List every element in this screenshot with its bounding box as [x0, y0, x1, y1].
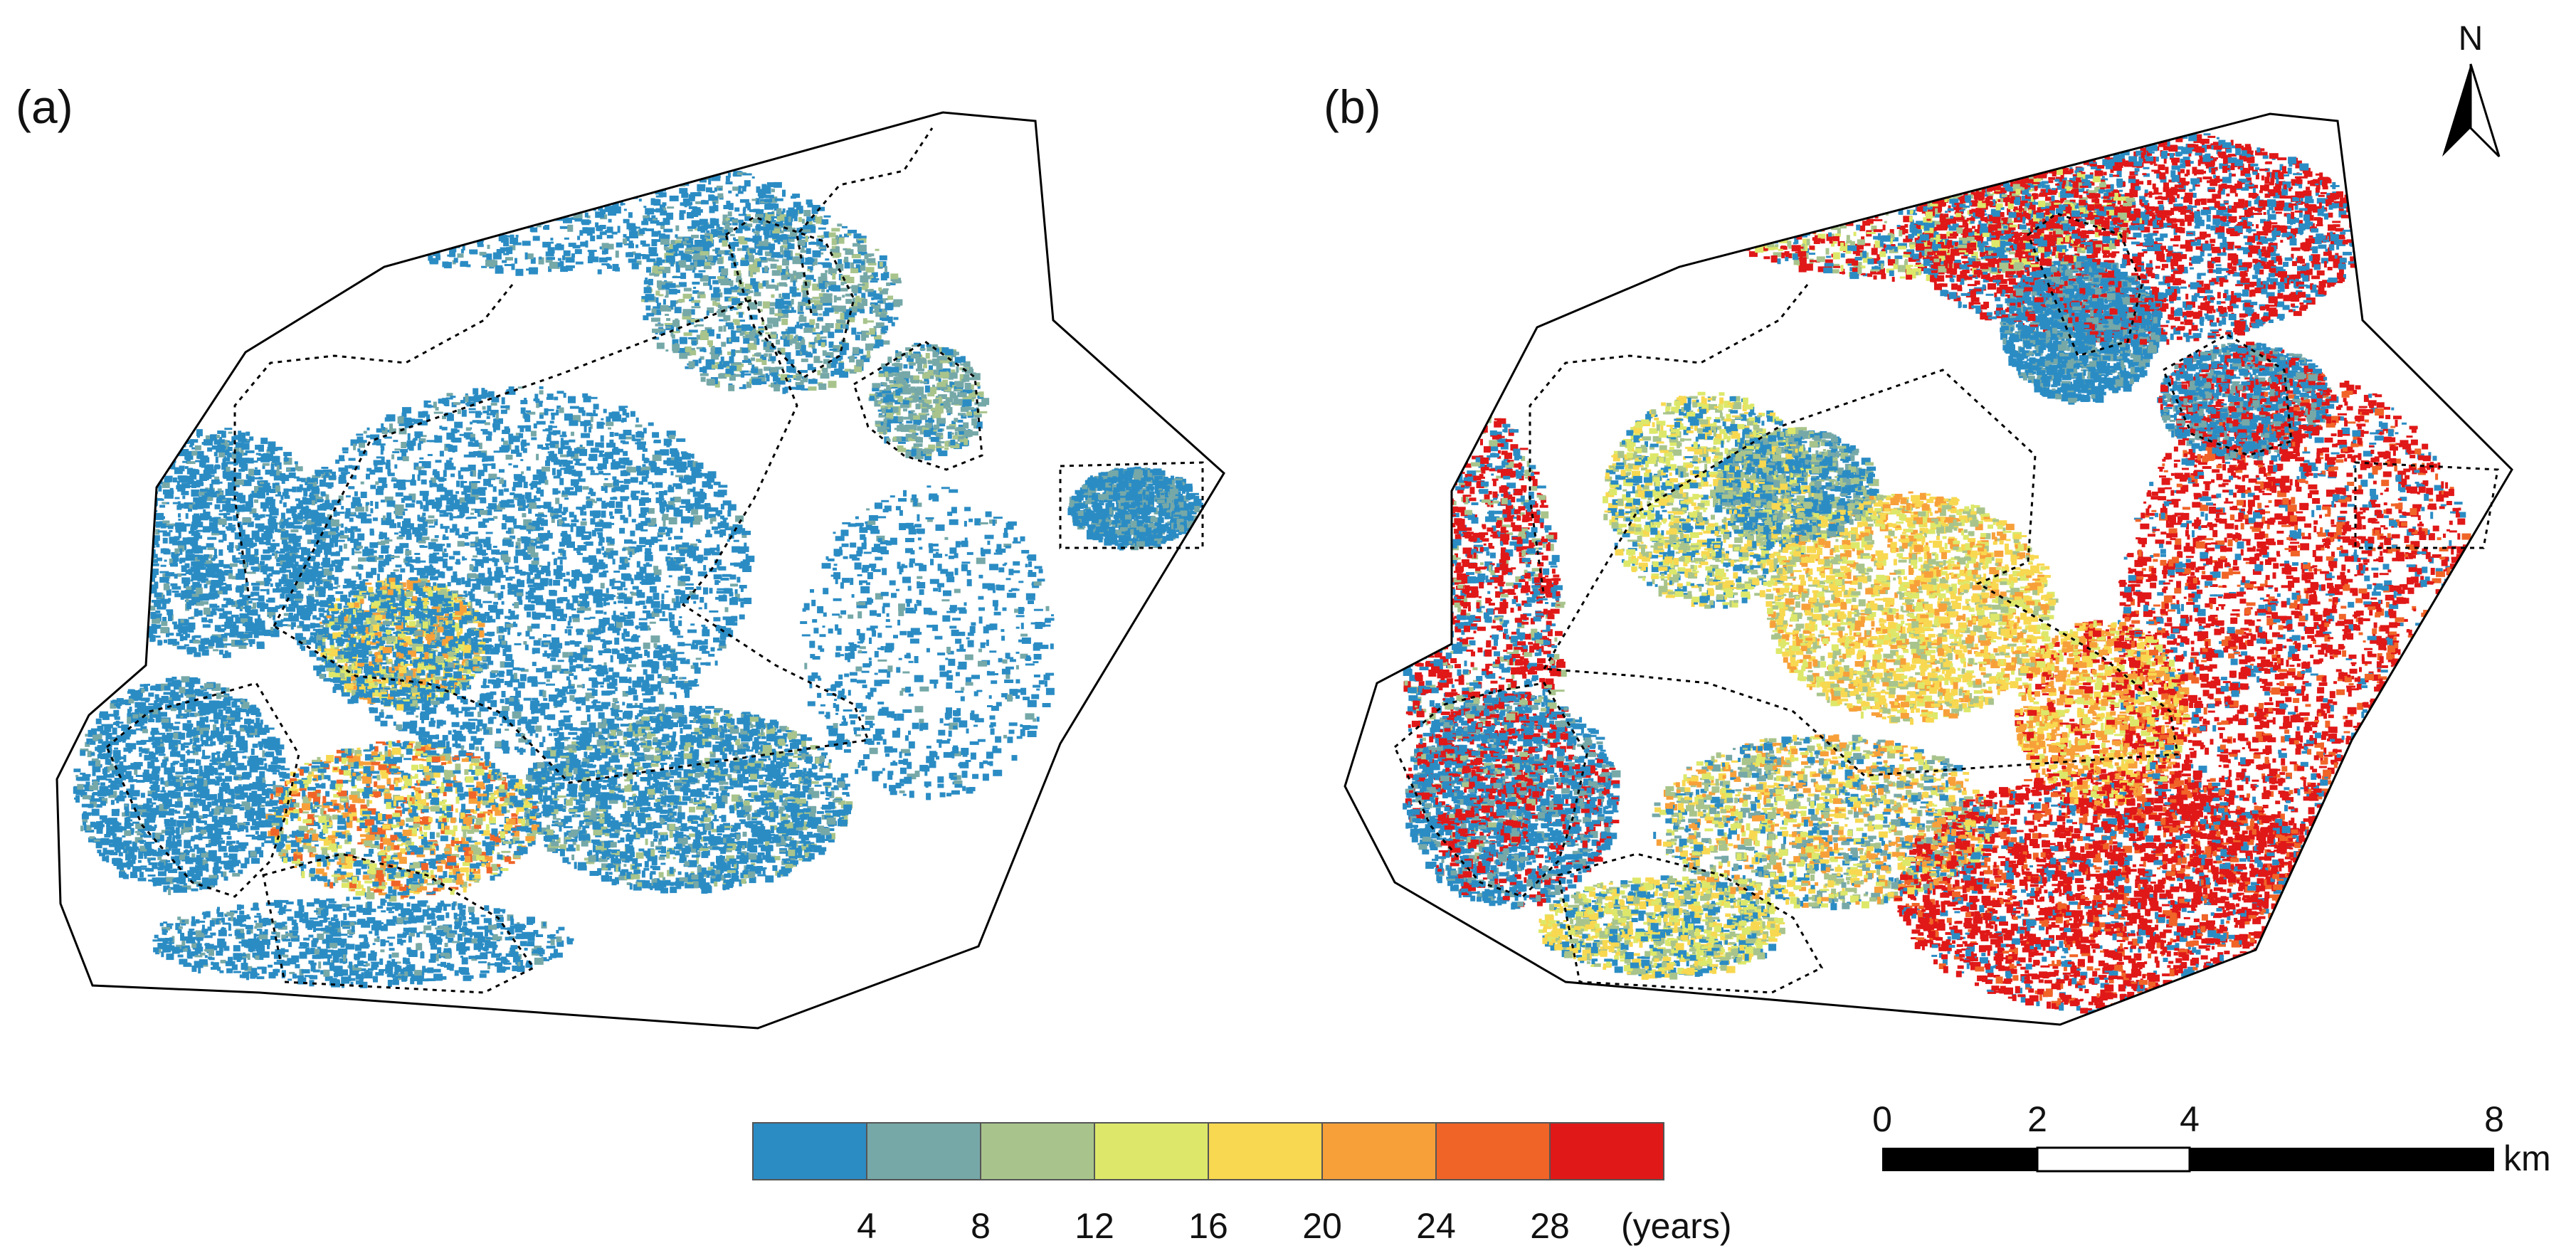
legend-swatches	[752, 1122, 1664, 1180]
legend-tick: 16	[1188, 1206, 1228, 1246]
north-arrow: N	[2442, 20, 2501, 158]
panel-b-subregions	[1393, 212, 2499, 994]
legend-swatch	[980, 1122, 1095, 1180]
scale-tick: 0	[1872, 1099, 1892, 1139]
scale-unit: km	[2503, 1138, 2551, 1178]
panel-b-map	[1344, 112, 2513, 1026]
panel-a-label: (a)	[16, 80, 73, 133]
panel-b-raster	[1403, 128, 2490, 1016]
legend-tick: 28	[1530, 1206, 1570, 1246]
legend-swatch	[752, 1122, 867, 1180]
north-label: N	[2459, 20, 2483, 58]
panel-a-boundary	[56, 111, 1225, 1030]
panel-b-label: (b)	[1324, 80, 1381, 133]
north-arrow-left	[2442, 64, 2471, 157]
legend-swatch	[1321, 1122, 1437, 1180]
scale-bar-segment	[2190, 1148, 2494, 1171]
legend-swatch	[1208, 1122, 1323, 1180]
scale-tick: 2	[2027, 1099, 2047, 1139]
legend-swatch	[1549, 1122, 1664, 1180]
color-legend: 4 8 12 16 20 24 28 (years)	[752, 1122, 1732, 1246]
legend-tick: 4	[857, 1206, 877, 1246]
legend-tick: 20	[1302, 1206, 1342, 1246]
legend-swatch	[866, 1122, 981, 1180]
scale-tick: 8	[2484, 1099, 2504, 1139]
panel-b-boundary	[1344, 112, 2513, 1026]
legend-unit: (years)	[1621, 1206, 1732, 1246]
legend-tick: 8	[971, 1206, 991, 1246]
legend-tick: 24	[1416, 1206, 1456, 1246]
legend-swatch	[1435, 1122, 1551, 1180]
scale-bar-segment	[2036, 1146, 2191, 1173]
legend-swatch	[1094, 1122, 1209, 1180]
scale-tick: 4	[2180, 1099, 2200, 1139]
panel-a-subregions	[105, 127, 1204, 994]
legend-tick: 12	[1075, 1206, 1114, 1246]
panel-a-map	[56, 111, 1225, 1030]
panel-a-raster	[73, 157, 1203, 988]
north-arrow-right	[2469, 63, 2501, 158]
scale-bar-segment	[1882, 1148, 2037, 1171]
scale-bar: 0 2 4 8 km	[1872, 1099, 2551, 1178]
